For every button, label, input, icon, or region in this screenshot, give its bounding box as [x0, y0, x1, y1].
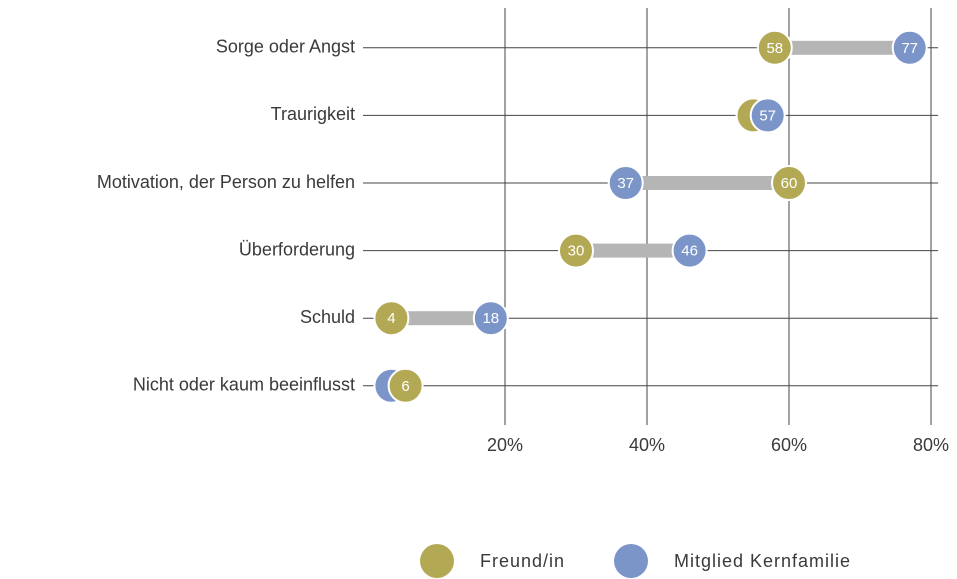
value-label: 18	[482, 310, 499, 327]
dot	[472, 300, 509, 337]
value-label: 77	[901, 40, 918, 57]
x-tick-label: 60%	[771, 435, 807, 455]
value-label: 58	[766, 40, 783, 57]
dot	[387, 367, 424, 404]
value-label: 60	[781, 175, 798, 192]
category-label: Überforderung	[239, 239, 355, 259]
dot	[771, 165, 807, 201]
x-tick-label: 40%	[629, 435, 665, 455]
dot	[671, 232, 708, 269]
dot	[373, 300, 410, 337]
connector	[576, 243, 690, 258]
dot	[558, 232, 594, 269]
category-label: Schuld	[300, 307, 355, 327]
x-tick-label: 20%	[487, 435, 523, 455]
dot	[891, 29, 928, 66]
dot	[756, 29, 793, 66]
value-label: 46	[681, 243, 698, 260]
value-label: 30	[568, 243, 585, 260]
connector	[625, 176, 789, 190]
legend-swatch	[614, 544, 648, 578]
dot	[749, 97, 786, 134]
category-label: Sorge oder Angst	[216, 37, 355, 57]
legend-label: Mitglied Kernfamilie	[674, 551, 851, 571]
value-label: 37	[617, 175, 634, 192]
category-label: Nicht oder kaum beeinflusst	[133, 375, 355, 395]
x-tick-label: 80%	[913, 435, 949, 455]
connector	[391, 311, 491, 326]
category-label: Traurigkeit	[271, 104, 355, 124]
category-label: Motivation, der Person zu helfen	[97, 172, 355, 192]
value-label: 4	[387, 310, 395, 327]
connector	[774, 40, 910, 55]
legend-swatch	[420, 544, 454, 578]
value-label: 6	[401, 378, 409, 395]
value-label: 57	[759, 107, 776, 124]
legend-label: Freund/in	[480, 551, 565, 571]
dot	[607, 165, 644, 201]
